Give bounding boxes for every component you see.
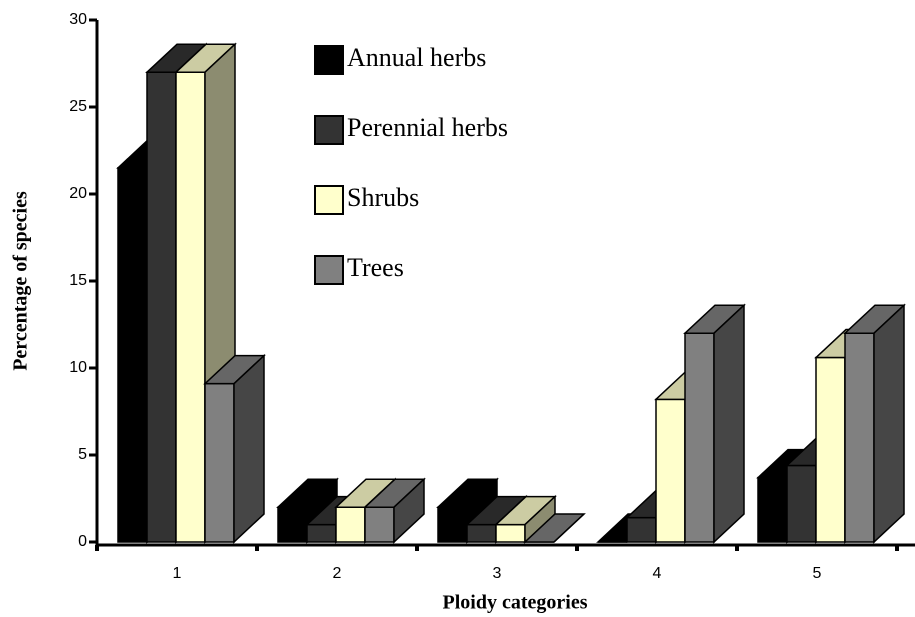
x-tick-label: 2: [333, 565, 342, 582]
bar-front: [844, 332, 875, 543]
legend-swatch: [314, 45, 344, 75]
legend-label: Trees: [347, 253, 404, 282]
y-tick-label: 20: [69, 185, 87, 202]
bar: [843, 303, 906, 544]
bar-side: [873, 303, 905, 544]
bar: [203, 353, 266, 544]
bar-front: [655, 398, 686, 543]
x-tick-label: 3: [493, 565, 502, 582]
bar-front: [146, 71, 177, 543]
bar-front: [757, 476, 788, 543]
x-tick-label: 4: [653, 565, 662, 582]
bar: [523, 513, 586, 543]
bar-front: [277, 506, 308, 543]
bar-front: [175, 71, 206, 543]
bar-front: [306, 523, 337, 543]
legend-swatch: [314, 115, 344, 145]
bar-front: [117, 167, 148, 543]
y-tick-label: 15: [69, 272, 87, 289]
legend-label: Shrubs: [347, 183, 419, 212]
x-axis-label: Ploidy categories: [443, 592, 588, 614]
bar-front: [437, 506, 468, 543]
bar: [494, 494, 557, 544]
x-tick-label: 5: [813, 565, 822, 582]
y-tick-label: 25: [69, 98, 87, 115]
bar: [363, 477, 426, 544]
bar-front: [335, 506, 366, 543]
y-tick-label: 30: [69, 11, 87, 28]
bar-side: [713, 303, 745, 544]
bar-front: [786, 464, 817, 543]
legend-swatch: [314, 185, 344, 215]
bar-front: [466, 523, 497, 543]
legend-label: Annual herbs: [347, 43, 486, 72]
y-tick-label: 0: [78, 533, 87, 550]
bar-side: [233, 353, 265, 544]
bar-front: [684, 332, 715, 543]
legend-swatch: [314, 255, 344, 285]
bar-front: [815, 356, 846, 543]
bar-front: [495, 523, 526, 543]
bar-side: [393, 477, 425, 544]
bar: [683, 303, 746, 544]
bar-front: [204, 382, 235, 543]
y-tick-label: 10: [69, 359, 87, 376]
y-tick-label: 5: [78, 446, 87, 463]
bar-side: [553, 513, 585, 543]
bar-front: [364, 506, 395, 543]
x-tick-label: 1: [173, 565, 182, 582]
y-axis-label: Percentage of species: [10, 191, 32, 371]
legend-label: Perennial herbs: [347, 113, 508, 142]
bar-front: [626, 516, 657, 543]
